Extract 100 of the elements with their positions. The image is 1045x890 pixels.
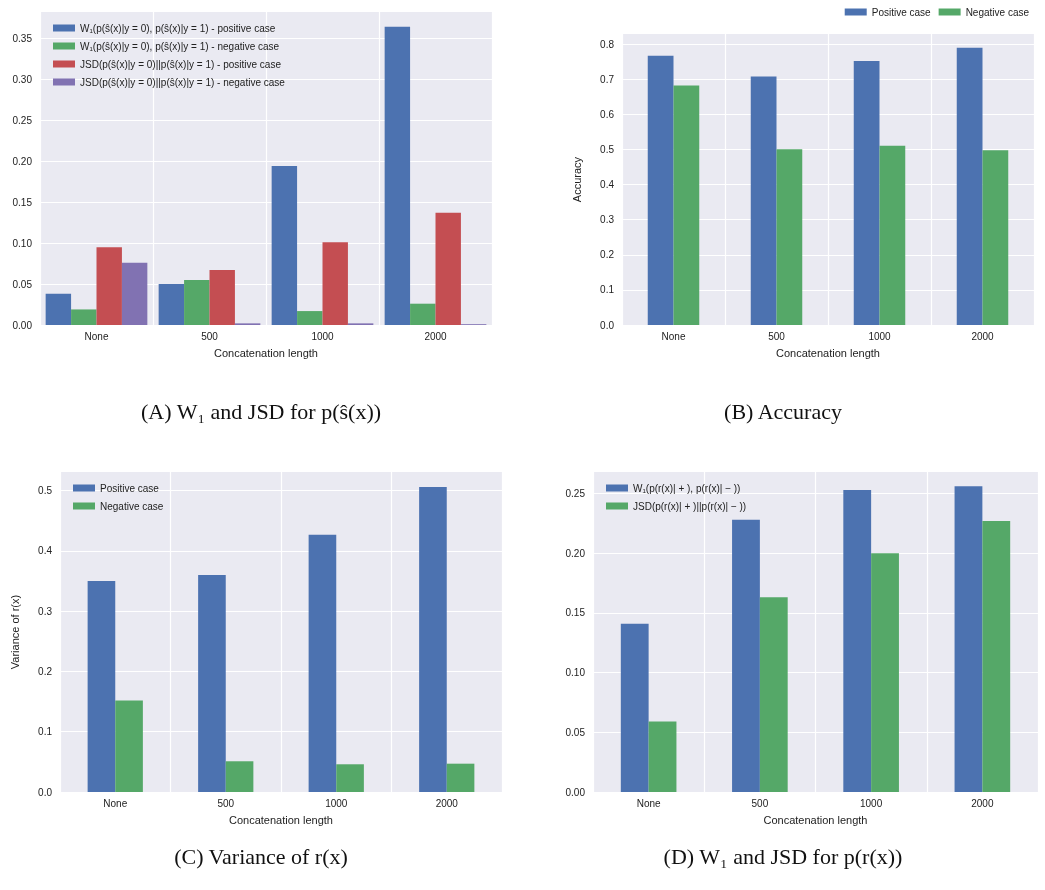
legend-label: JSD(p(ŝ(x)|y = 0)||p(ŝ(x)|y = 1) - positive case [80, 58, 282, 70]
y-axis-title: Accuracy [570, 156, 583, 203]
bar [620, 623, 649, 792]
bar [750, 76, 777, 325]
y-tick-label: 0.8 [600, 38, 615, 50]
bar [198, 575, 226, 792]
bar [853, 61, 880, 325]
bar [446, 763, 475, 792]
legend-label: W₁(p(r(x)| + ), p(r(x)| − )) [633, 482, 741, 494]
x-axis-title: Concatenation length [776, 346, 880, 359]
y-tick-label: 0.3 [600, 214, 615, 226]
x-tick-label: 2000 [971, 330, 995, 342]
y-tick-label: 0.6 [600, 108, 615, 120]
x-tick-label: 500 [768, 330, 786, 342]
x-tick-label: 500 [751, 797, 769, 809]
x-tick-label: 2000 [435, 797, 459, 809]
x-tick-label: 2000 [971, 797, 994, 809]
text: (C) Variance of r(x) [174, 843, 348, 869]
bar [115, 700, 143, 792]
legend-label: Positive case [871, 6, 932, 18]
text: (D) W₁ and JSD for p(r(x)) [663, 843, 903, 869]
y-tick-label: 0.5 [600, 143, 615, 155]
bar [184, 279, 210, 325]
bar [982, 150, 1009, 325]
y-tick-label: 0.15 [12, 196, 33, 208]
bar [954, 486, 983, 792]
legend-label: Negative case [965, 6, 1030, 18]
y-tick-label: 0.2 [38, 665, 53, 677]
y-tick-label: 0.15 [565, 607, 586, 619]
y-tick-label: 0.35 [12, 32, 33, 44]
y-tick-label: 0.00 [565, 786, 586, 798]
y-tick-label: 0.7 [600, 73, 615, 85]
x-axis-title: Concatenation length [229, 813, 333, 826]
bar [384, 26, 411, 325]
y-tick-label: 0.2 [600, 249, 615, 261]
y-tick-label: 0.3 [38, 605, 53, 617]
y-tick-label: 0.0 [38, 786, 53, 798]
x-tick-label: 1000 [868, 330, 892, 342]
x-tick-label: None [661, 330, 686, 342]
y-tick-label: 0.10 [12, 237, 33, 249]
y-tick-label: 0.4 [600, 179, 615, 191]
x-tick-label: None [84, 330, 109, 342]
y-tick-label: 0.0 [600, 319, 615, 331]
bar [843, 489, 872, 792]
x-tick-label: 1000 [860, 797, 883, 809]
bar [271, 166, 298, 325]
legend-label: JSD(p(ŝ(x)|y = 0)||p(ŝ(x)|y = 1) - negative case [80, 76, 286, 88]
bar [673, 85, 700, 325]
y-tick-label: 0.25 [565, 487, 586, 499]
bar [956, 47, 983, 325]
y-tick-label: 0.30 [12, 73, 33, 85]
bar [647, 55, 674, 325]
bar [71, 309, 97, 325]
y-tick-label: 0.05 [12, 278, 33, 290]
x-axis-title: Concatenation length [763, 813, 868, 826]
bar [308, 534, 337, 792]
bar [87, 581, 116, 792]
x-tick-label: None [103, 797, 128, 809]
bar [759, 597, 788, 792]
y-tick-label: 0.25 [12, 114, 33, 126]
y-tick-label: 0.10 [565, 667, 586, 679]
bar [96, 247, 122, 325]
x-tick-label: 500 [201, 330, 219, 342]
bar [648, 721, 677, 792]
y-tick-label: 0.1 [600, 284, 615, 296]
x-tick-label: 1000 [325, 797, 348, 809]
legend-label: JSD(p(r(x)| + )||p(r(x)| − )) [633, 500, 747, 512]
text: (A) W₁ and JSD for p(ŝ(x)) [140, 398, 382, 424]
bar [297, 311, 323, 325]
y-tick-label: 0.00 [12, 319, 33, 331]
bar [879, 145, 906, 325]
bar [435, 212, 461, 325]
bar [322, 242, 348, 325]
legend-label: W₁(p(ŝ(x)|y = 0), p(ŝ(x)|y = 1) - negative case [80, 40, 280, 52]
bar [209, 270, 235, 325]
bar [45, 293, 72, 325]
bar [121, 262, 148, 325]
y-tick-label: 0.20 [12, 155, 33, 167]
y-tick-label: 0.4 [38, 545, 53, 557]
y-axis-title: Variance of r(x) [8, 594, 21, 670]
bar [410, 303, 436, 325]
legend-label: Negative case [100, 500, 164, 512]
text: (B) Accuracy [724, 398, 842, 424]
bar [419, 487, 447, 792]
y-tick-label: 0.5 [38, 485, 53, 497]
y-tick-label: 0.20 [565, 547, 586, 559]
y-tick-label: 0.05 [565, 726, 586, 738]
legend-label: Positive case [100, 482, 160, 494]
bar [982, 520, 1011, 792]
bar [336, 764, 364, 792]
bar [158, 284, 185, 325]
bar [225, 761, 254, 792]
bar [871, 553, 899, 792]
bar [732, 519, 760, 792]
x-tick-label: None [636, 797, 662, 809]
x-tick-label: 500 [217, 797, 235, 809]
x-tick-label: 1000 [311, 330, 335, 342]
x-axis-title: Concatenation length [214, 346, 318, 359]
legend-label: W₁(p(ŝ(x)|y = 0), p(ŝ(x)|y = 1) - positive case [80, 22, 276, 34]
x-tick-label: 2000 [424, 330, 448, 342]
